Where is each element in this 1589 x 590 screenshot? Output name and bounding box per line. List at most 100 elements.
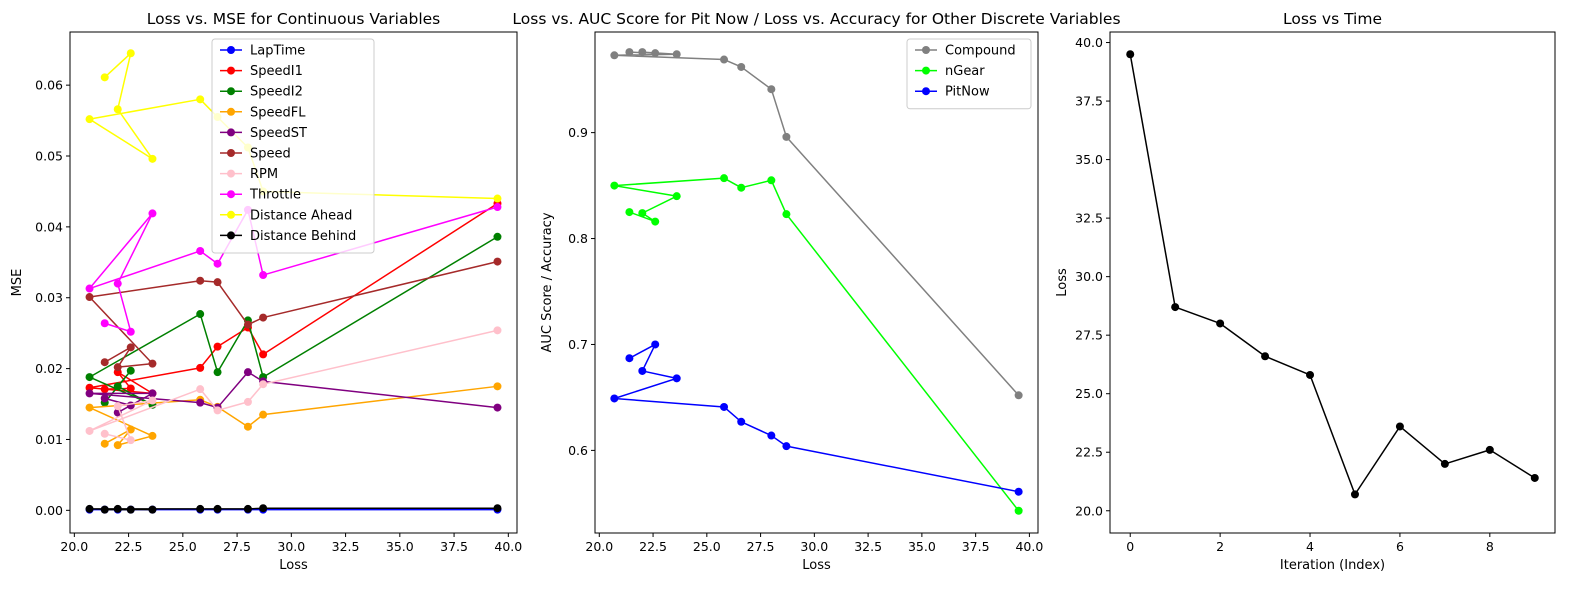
speedi2-line xyxy=(88,236,498,406)
throttle-point xyxy=(85,284,94,293)
speedfl-point xyxy=(126,425,135,434)
y-axis-label: Loss xyxy=(1055,268,1070,297)
legend-marker-speedi2 xyxy=(227,87,235,96)
x-tick-label: 2 xyxy=(1216,539,1224,554)
x-tick-label: 30.0 xyxy=(277,539,305,554)
throttle-point xyxy=(148,209,157,218)
speed-line xyxy=(88,260,498,368)
ngear-point xyxy=(610,181,619,190)
throttle-point xyxy=(100,319,109,328)
speedst-point xyxy=(100,394,109,403)
x-tick-label: 40.0 xyxy=(1015,539,1043,554)
speedst-point xyxy=(243,368,252,377)
speedst-point xyxy=(493,403,502,412)
throttle-point xyxy=(493,203,502,212)
compound-point xyxy=(1014,391,1023,400)
speedi2-point xyxy=(213,368,222,377)
legend-label-rpm: RPM xyxy=(250,167,278,182)
speedfl-point xyxy=(85,403,94,412)
pitnow-point xyxy=(720,402,729,411)
series-line xyxy=(1129,54,1536,496)
rpm-point xyxy=(213,406,222,415)
y-tick-label: 0.7 xyxy=(568,337,588,352)
rpm-point xyxy=(148,396,157,405)
rpm-line xyxy=(88,329,498,441)
rpm-point xyxy=(493,326,502,335)
series-point xyxy=(1350,490,1359,499)
y-axis-label: AUC Score / Accuracy xyxy=(540,212,555,352)
speedst-point xyxy=(196,398,205,407)
legend: Compound nGear PitNow xyxy=(906,38,1032,110)
speedi1-point xyxy=(213,342,222,351)
x-tick-label: 22.5 xyxy=(115,539,143,554)
legend-marker-laptime xyxy=(227,46,235,54)
ngear-point xyxy=(767,176,776,185)
pitnow-point xyxy=(737,417,746,426)
speedfl-point xyxy=(148,431,157,440)
speedi2-point xyxy=(85,373,94,382)
pitnow-point xyxy=(672,374,681,383)
speed-point xyxy=(113,363,122,372)
y-tick-label: 0.03 xyxy=(35,290,63,305)
x-tick-label: 32.5 xyxy=(854,539,882,554)
distance-behind-point xyxy=(85,504,94,513)
series-point xyxy=(1530,473,1539,482)
series-point xyxy=(1440,459,1449,468)
legend-label-throttle: Throttle xyxy=(249,188,301,203)
y-axis-label: MSE xyxy=(10,269,25,297)
y-tick-label: 0.02 xyxy=(35,361,63,376)
legend-marker-distance-behind xyxy=(227,231,235,240)
compound-point xyxy=(610,51,619,60)
y-tick-label: 32.5 xyxy=(1075,211,1103,226)
x-tick-label: 6 xyxy=(1396,539,1404,554)
x-tick-label: 40.0 xyxy=(494,539,522,554)
x-tick-label: 35.0 xyxy=(386,539,414,554)
speedfl-point xyxy=(113,441,122,450)
pitnow-point xyxy=(638,366,647,375)
x-axis-label: Loss xyxy=(279,558,308,573)
x-tick-label: 0 xyxy=(1126,539,1134,554)
x-tick-label: 25.0 xyxy=(693,539,721,554)
compound-point xyxy=(672,50,681,59)
legend-marker-rpm xyxy=(227,169,235,178)
speed-point xyxy=(213,278,222,287)
speedst-line xyxy=(88,371,498,414)
legend-marker-throttle xyxy=(227,190,235,199)
distance-ahead-point xyxy=(493,194,502,203)
pitnow-point xyxy=(782,442,791,451)
x-tick-label: 20.0 xyxy=(60,539,88,554)
series-point xyxy=(1485,445,1494,454)
chart-title: Loss vs. MSE for Continuous Variables xyxy=(147,10,441,28)
legend: LapTime SpeedI1 SpeedI2 SpeedFL SpeedST Speed… xyxy=(211,38,375,254)
x-tick-label: 22.5 xyxy=(639,539,667,554)
distance-ahead-point xyxy=(113,105,122,114)
pitnow-point xyxy=(651,340,660,349)
series-point xyxy=(1126,50,1135,59)
legend-marker-distance-ahead xyxy=(227,210,235,219)
legend-label-speedst: SpeedST xyxy=(250,126,307,141)
rpm-point xyxy=(113,402,122,411)
legend-box xyxy=(906,38,1032,110)
distance-behind-point xyxy=(196,504,205,513)
legend-marker-ngear xyxy=(922,66,930,75)
legend-box xyxy=(211,38,375,254)
legend-label-ngear: nGear xyxy=(945,64,985,79)
rpm-point xyxy=(100,429,109,438)
speed-point xyxy=(243,320,252,329)
x-tick-label: 27.5 xyxy=(747,539,775,554)
legend-label-distance-behind: Distance Behind xyxy=(250,229,356,244)
rpm-point xyxy=(243,397,252,406)
compound-point xyxy=(767,85,776,94)
compound-point xyxy=(782,132,791,141)
speedi1-point xyxy=(259,350,268,359)
x-tick-label: 4 xyxy=(1306,539,1314,554)
y-tick-label: 25.0 xyxy=(1075,386,1103,401)
ngear-line xyxy=(613,177,1020,512)
x-tick-label: 30.0 xyxy=(800,539,828,554)
series-point xyxy=(1395,422,1404,431)
chart-3: Loss vs Time 0 2 4 6 8 20.0 22.5 25.0 27.5 30.0 32.… xyxy=(1055,10,1556,573)
throttle-point xyxy=(196,246,205,255)
y-tick-label: 40.0 xyxy=(1075,35,1103,50)
series-point xyxy=(1261,352,1270,361)
